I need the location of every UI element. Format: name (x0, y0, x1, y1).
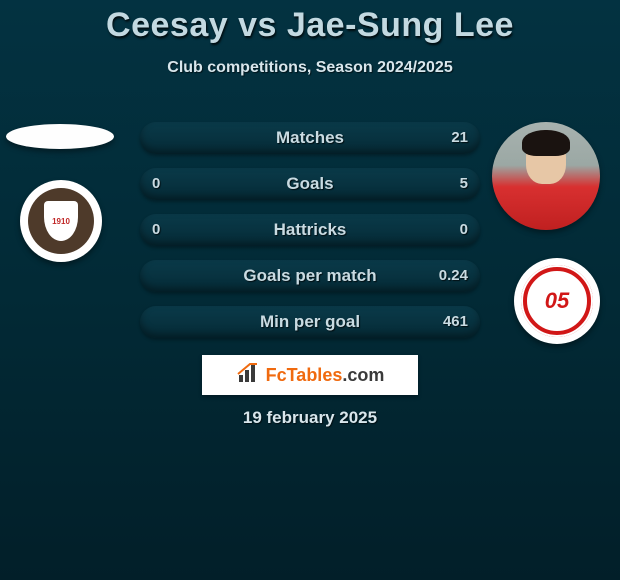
stat-label: Hattricks (140, 214, 480, 246)
comparison-panel: Ceesay vs Jae-Sung Lee Club competitions… (0, 0, 620, 580)
player-left-photo (6, 124, 114, 149)
brand-name: FcTables (266, 365, 343, 385)
stat-row-goals: 0 Goals 5 (140, 168, 480, 200)
bar-chart-icon (236, 361, 260, 390)
stat-right-value: 0.24 (439, 260, 468, 292)
stat-row-gpm: Goals per match 0.24 (140, 260, 480, 292)
stat-row-matches: Matches 21 (140, 122, 480, 154)
stat-right-value: 0 (460, 214, 468, 246)
club-left-shield: 1910 (44, 201, 78, 241)
season-subtitle: Club competitions, Season 2024/2025 (0, 59, 620, 77)
stat-right-value: 21 (451, 122, 468, 154)
comparison-date: 19 february 2025 (0, 408, 620, 428)
club-left-ring: 1910 (28, 188, 94, 254)
stat-row-mpg: Min per goal 461 (140, 306, 480, 338)
stat-row-hattricks: 0 Hattricks 0 (140, 214, 480, 246)
club-right-badge: 05 (514, 258, 600, 344)
stat-label: Goals per match (140, 260, 480, 292)
club-left-badge: 1910 (20, 180, 102, 262)
brand-badge: FcTables.com (202, 355, 418, 395)
stat-label: Min per goal (140, 306, 480, 338)
stats-list: Matches 21 0 Goals 5 0 Hattricks 0 Goals… (140, 122, 480, 352)
club-right-ring: 05 (521, 265, 593, 337)
player-right-photo (492, 122, 600, 230)
brand-suffix: .com (342, 365, 384, 385)
stat-label: Matches (140, 122, 480, 154)
page-title: Ceesay vs Jae-Sung Lee (0, 6, 620, 45)
brand-text: FcTables.com (266, 365, 385, 386)
stat-label: Goals (140, 168, 480, 200)
stat-right-value: 461 (443, 306, 468, 338)
stat-right-value: 5 (460, 168, 468, 200)
